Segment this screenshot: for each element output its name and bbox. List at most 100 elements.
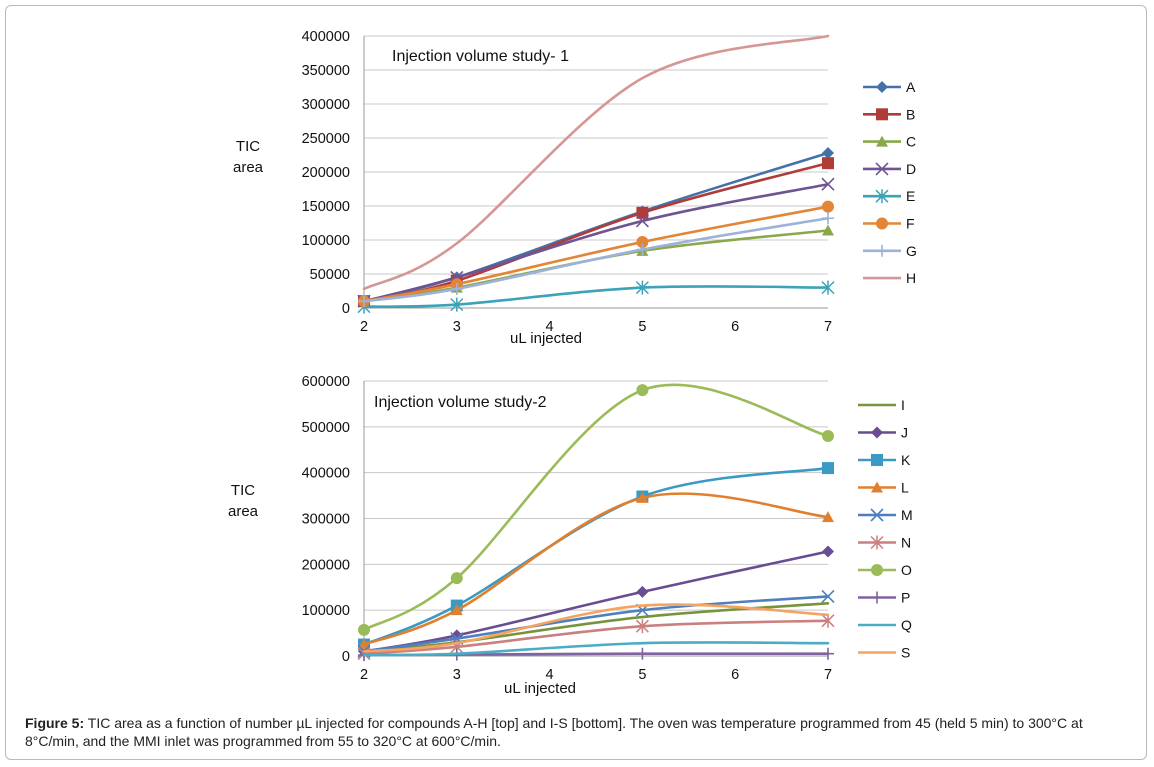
series-E [357,280,835,314]
legend-marker [876,135,888,147]
legend-label: D [906,161,916,177]
legend-item-S: S [858,645,910,661]
y-tick-label: 200000 [302,557,350,573]
legend-label: P [901,590,910,606]
x-axis-label: uL injected [504,680,576,697]
series-line [362,182,830,303]
legend-marker [875,162,889,176]
legend-label: A [906,79,916,95]
data-point [636,585,649,598]
legend-item-A: A [863,79,916,95]
legend-label: E [906,188,915,204]
y-axis-label: TIC [236,138,260,155]
data-point [821,280,835,295]
legend-item-L: L [858,480,909,496]
data-point [822,647,834,660]
x-tick-label: 2 [360,319,368,335]
y-axis-label: area [228,503,259,520]
legend-label: N [901,535,911,551]
legend-marker [876,244,888,257]
series-line [362,492,830,646]
legend-marker [871,564,883,576]
data-point [450,604,463,616]
x-tick-label: 3 [453,667,461,683]
legend-item-Q: Q [858,617,912,633]
legend-item-P: P [858,590,910,606]
data-point [358,638,370,650]
data-point [636,384,649,397]
y-tick-label: 600000 [302,374,350,390]
series-line [362,603,830,653]
data-point [822,200,834,213]
legend-item-G: G [863,243,917,259]
data-point [822,545,834,558]
x-tick-label: 7 [824,319,832,335]
x-tick-label: 2 [360,667,368,683]
series-O [358,383,834,636]
data-point [822,511,834,523]
series-line [362,285,830,308]
series-line [362,383,830,632]
legend-marker [875,189,889,204]
series-line [362,161,830,303]
legend-label: K [901,452,911,468]
chart-title: Injection volume study-2 [374,394,547,411]
series-line [362,34,830,291]
chart-title: Injection volume study- 1 [392,48,569,65]
y-axis-label: area [233,159,264,176]
legend-label: Q [901,617,912,633]
series-A [358,146,834,308]
series-L [358,491,834,650]
legend-item-O: O [858,562,912,578]
chart-1: 0 50000 100000 150000 200000 250000 300000 3500… [233,29,917,347]
data-point [636,647,649,660]
y-tick-label: 200000 [302,165,350,181]
data-point [635,280,649,295]
data-point [450,282,463,295]
data-point [822,212,834,225]
x-tick-label: 7 [824,667,832,683]
legend-marker [871,454,883,466]
y-tick-label: 300000 [302,97,350,113]
legend-label: H [906,270,916,286]
legend-marker [876,108,888,121]
y-tick-label: 0 [342,301,350,317]
y-tick-label: 150000 [302,199,350,215]
data-point [635,214,649,228]
data-point [450,572,463,585]
legend-item-D: D [863,161,916,177]
legend-item-E: E [863,188,915,204]
data-point [822,224,834,236]
legend-label: L [901,480,909,496]
data-point [821,177,835,191]
data-point [636,236,649,249]
series-G [358,212,834,308]
y-tick-label: 250000 [302,131,350,147]
chart-2: 0 100000 200000 300000 400000 500000 600000 2 3 4… [228,374,913,697]
legend-item-M: M [858,507,913,523]
legend-marker [876,81,888,93]
series-line [362,466,830,646]
series-line [362,595,830,653]
data-point [636,243,649,256]
y-tick-label: 300000 [302,512,350,528]
legend-label: B [906,106,915,122]
legend-item-C: C [863,134,916,150]
legend-item-J: J [858,425,908,441]
series-S [362,603,830,653]
y-tick-label: 100000 [302,603,350,619]
series-line [362,641,830,657]
y-tick-label: 50000 [310,267,350,283]
x-tick-label: 5 [638,667,646,683]
x-tick-label: 4 [546,667,554,683]
data-point [636,491,649,503]
legend-item-K: K [858,452,911,468]
legend-marker [871,591,883,604]
legend-item-F: F [863,216,915,232]
legend-marker [870,535,884,550]
legend-marker [871,426,883,439]
data-point [358,295,370,308]
legend-label: S [901,645,910,661]
legend-label: M [901,507,913,523]
data-point [358,623,370,636]
